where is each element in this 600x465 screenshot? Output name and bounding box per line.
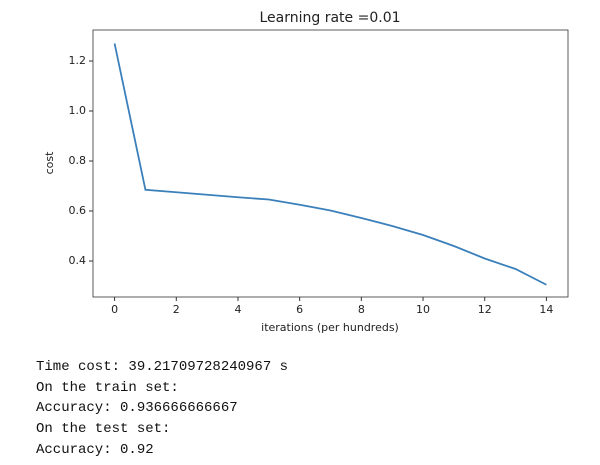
x-tick-label: 12 (478, 303, 492, 316)
y-axis-label: cost (43, 151, 56, 175)
x-tick-label: 4 (234, 303, 241, 316)
y-tick-label: 1.0 (69, 104, 87, 117)
text-output: Time cost: 39.21709728240967 s On the tra… (36, 357, 288, 461)
x-axis-label: iterations (per hundreds) (261, 321, 399, 334)
x-tick-label: 0 (111, 303, 118, 316)
y-tick-label: 1.2 (69, 54, 87, 67)
output-line: Accuracy: 0.92 (36, 441, 154, 458)
output-line: On the train set: (36, 379, 179, 396)
chart-title: Learning rate =0.01 (259, 10, 400, 26)
data-line (113, 43, 547, 286)
chart: Learning rate =0.01 iterations (per hund… (43, 10, 569, 334)
y-tick-label: 0.8 (69, 154, 87, 167)
x-tick-label: 14 (539, 303, 553, 316)
x-tick-label: 6 (296, 303, 303, 316)
plot-frame (92, 29, 569, 298)
output-line: On the test set: (36, 421, 171, 438)
x-tick-label: 2 (173, 303, 180, 316)
output-line: Accuracy: 0.936666666667 (36, 400, 238, 417)
x-tick-label: 10 (416, 303, 430, 316)
y-tick-label: 0.4 (69, 254, 87, 267)
output-line: Time cost: 39.21709728240967 s (36, 359, 289, 375)
y-tick-label: 0.6 (69, 204, 87, 217)
x-tick-label: 8 (358, 303, 365, 316)
